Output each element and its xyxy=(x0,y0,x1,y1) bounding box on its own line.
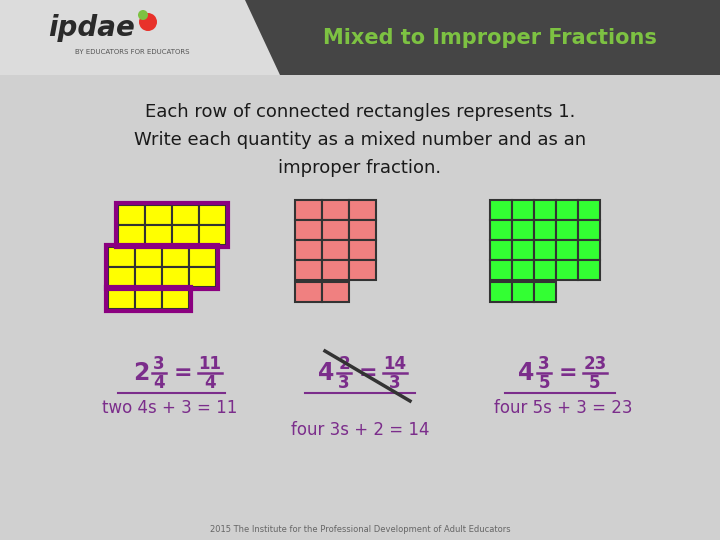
Bar xyxy=(534,240,556,260)
Bar xyxy=(556,200,578,220)
Bar xyxy=(322,260,349,280)
Text: 4: 4 xyxy=(204,374,216,392)
Bar xyxy=(145,205,172,225)
Text: =: = xyxy=(174,363,192,383)
Circle shape xyxy=(139,13,157,31)
Text: 4: 4 xyxy=(153,374,165,392)
Bar xyxy=(108,267,135,287)
Bar xyxy=(490,220,512,240)
Text: =: = xyxy=(559,363,577,383)
Text: 3: 3 xyxy=(153,355,165,373)
Bar xyxy=(108,247,135,267)
Text: ipdae: ipdae xyxy=(48,14,135,42)
Text: 2015 The Institute for the Professional Development of Adult Educators: 2015 The Institute for the Professional … xyxy=(210,525,510,535)
Text: 4: 4 xyxy=(518,361,534,385)
Bar xyxy=(118,205,145,225)
Bar xyxy=(162,267,189,287)
Bar xyxy=(172,205,199,225)
Bar xyxy=(534,200,556,220)
Bar xyxy=(534,260,556,280)
Text: 5: 5 xyxy=(589,374,600,392)
Text: 3: 3 xyxy=(338,374,350,392)
Text: 23: 23 xyxy=(583,355,607,373)
Bar xyxy=(199,225,226,245)
Bar xyxy=(108,289,135,309)
Text: 2: 2 xyxy=(132,361,149,385)
Text: 11: 11 xyxy=(199,355,222,373)
Bar xyxy=(349,200,376,220)
Circle shape xyxy=(138,10,148,20)
Text: BY EDUCATORS FOR EDUCATORS: BY EDUCATORS FOR EDUCATORS xyxy=(75,49,189,55)
Bar xyxy=(0,0,720,75)
Text: 5: 5 xyxy=(539,374,550,392)
Bar xyxy=(490,260,512,280)
Text: 14: 14 xyxy=(384,355,407,373)
Bar xyxy=(556,220,578,240)
Bar xyxy=(578,220,600,240)
Bar xyxy=(322,282,349,302)
Bar xyxy=(0,75,720,540)
Text: Each row of connected rectangles represents 1.
Write each quantity as a mixed nu: Each row of connected rectangles represe… xyxy=(134,103,586,177)
Polygon shape xyxy=(0,0,280,75)
Bar xyxy=(490,240,512,260)
Bar xyxy=(135,289,162,309)
Bar xyxy=(162,289,189,309)
Bar xyxy=(162,247,189,267)
Bar xyxy=(106,287,191,311)
Text: 4: 4 xyxy=(318,361,334,385)
Bar xyxy=(322,220,349,240)
Bar xyxy=(490,282,512,302)
Text: Mixed to Improper Fractions: Mixed to Improper Fractions xyxy=(323,28,657,48)
Text: 3: 3 xyxy=(390,374,401,392)
Bar xyxy=(118,225,145,245)
Bar xyxy=(106,245,218,289)
Bar xyxy=(295,260,322,280)
Bar xyxy=(172,225,199,245)
Bar xyxy=(578,260,600,280)
Bar xyxy=(295,282,322,302)
Bar xyxy=(556,260,578,280)
Bar xyxy=(512,200,534,220)
Bar xyxy=(322,240,349,260)
Bar xyxy=(349,220,376,240)
Text: two 4s + 3 = 11: two 4s + 3 = 11 xyxy=(102,399,238,417)
Bar xyxy=(578,240,600,260)
Bar xyxy=(349,240,376,260)
Text: four 5s + 3 = 23: four 5s + 3 = 23 xyxy=(494,399,632,417)
Bar xyxy=(135,267,162,287)
Bar xyxy=(534,282,556,302)
Bar xyxy=(295,240,322,260)
Bar xyxy=(116,203,228,247)
Bar xyxy=(578,200,600,220)
Bar xyxy=(349,260,376,280)
Bar xyxy=(512,220,534,240)
Bar xyxy=(512,260,534,280)
Bar xyxy=(556,240,578,260)
Bar xyxy=(295,200,322,220)
Bar xyxy=(512,282,534,302)
Text: four 3s + 2 = 14: four 3s + 2 = 14 xyxy=(291,421,429,439)
Bar xyxy=(199,205,226,225)
Text: 2: 2 xyxy=(338,355,350,373)
Text: 3: 3 xyxy=(538,355,550,373)
Bar xyxy=(490,200,512,220)
Bar xyxy=(322,200,349,220)
Bar xyxy=(189,247,216,267)
Bar xyxy=(189,267,216,287)
Bar xyxy=(534,220,556,240)
Bar xyxy=(145,225,172,245)
Bar xyxy=(512,240,534,260)
Bar xyxy=(135,247,162,267)
Text: =: = xyxy=(359,363,377,383)
Bar xyxy=(295,220,322,240)
